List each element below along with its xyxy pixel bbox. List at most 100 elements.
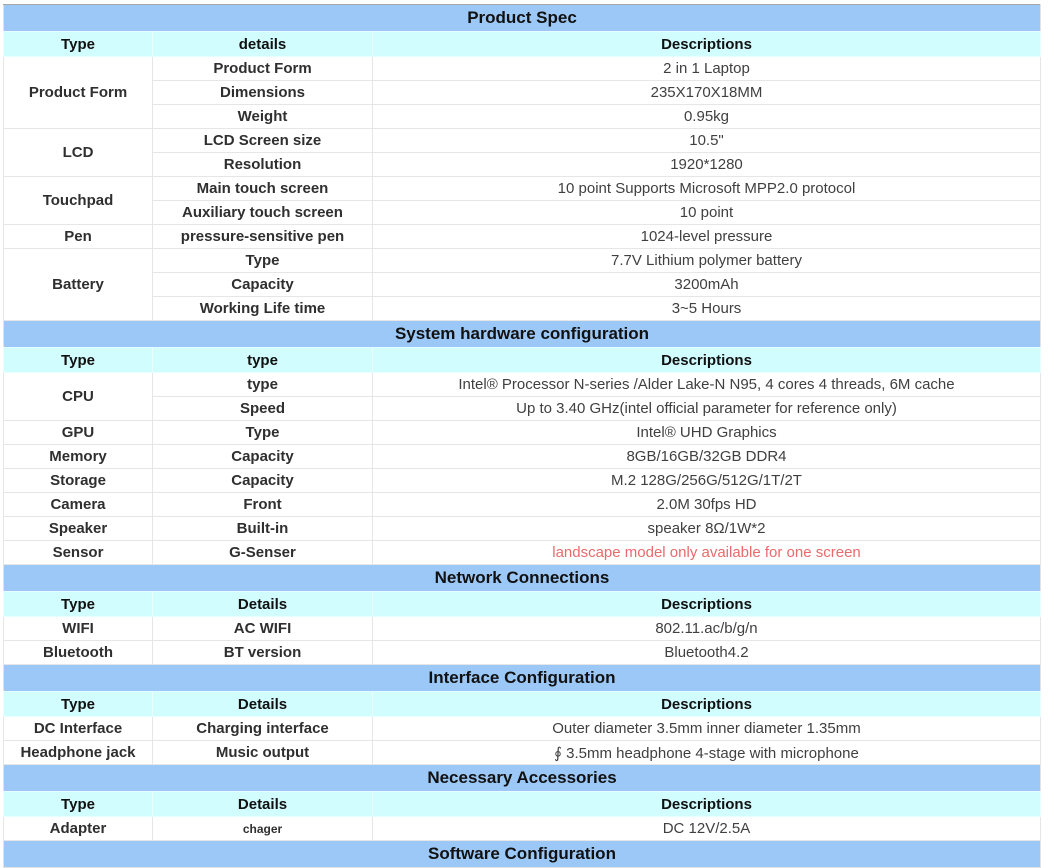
cell-description: 10.5": [372, 128, 1041, 153]
cell-detail: Dimensions: [152, 80, 373, 105]
section-title: System hardware configuration: [3, 320, 1041, 348]
table-row: Headphone jack Music output ∮ 3.5mm head…: [3, 740, 1041, 765]
section-header-system-hardware: System hardware configuration: [3, 320, 1041, 348]
cell-description: 235X170X18MM: [372, 80, 1041, 105]
cell-detail: AC WIFI: [152, 616, 373, 641]
table-row: GPU Type Intel® UHD Graphics: [3, 420, 1041, 445]
cell-description: 3~5 Hours: [372, 296, 1041, 321]
cell-description: 3200mAh: [372, 272, 1041, 297]
table-row: Dimensions 235X170X18MM: [4, 80, 1041, 105]
cell-description: Intel® UHD Graphics: [372, 420, 1041, 445]
column-header-row: Type type Descriptions: [3, 347, 1041, 373]
cell-description: Up to 3.40 GHz(intel official parameter …: [372, 396, 1041, 421]
table-row: Camera Front 2.0M 30fps HD: [3, 492, 1041, 517]
section-header-interface-configuration: Interface Configuration: [3, 664, 1041, 692]
cell-description: Bluetooth4.2: [372, 640, 1041, 665]
column-header-type: Type: [3, 347, 153, 373]
cell-type: Headphone jack: [3, 740, 153, 765]
cell-description: 2.0M 30fps HD: [372, 492, 1041, 517]
table-row: Memory Capacity 8GB/16GB/32GB DDR4: [3, 444, 1041, 469]
cell-type: CPU: [3, 372, 153, 421]
cell-type: Sensor: [3, 540, 153, 565]
cell-detail: Capacity: [152, 444, 373, 469]
cell-detail: pressure-sensitive pen: [152, 224, 373, 249]
cell-description: 0.95kg: [372, 104, 1041, 129]
cell-detail: LCD Screen size: [152, 128, 373, 153]
cell-type: Speaker: [3, 516, 153, 541]
column-header-descriptions: Descriptions: [372, 347, 1041, 373]
cell-description: Intel® Processor N-series /Alder Lake-N …: [372, 372, 1041, 397]
column-header-descriptions: Descriptions: [372, 31, 1041, 57]
table-row: Speed Up to 3.40 GHz(intel official para…: [4, 396, 1041, 421]
table-row: Adapter chager DC 12V/2.5A: [3, 816, 1041, 841]
cell-detail: Capacity: [152, 468, 373, 493]
cell-type: WIFI: [3, 616, 153, 641]
column-header-row: Type Details Descriptions: [3, 791, 1041, 817]
column-header-type: Type: [3, 31, 153, 57]
column-header-detail: details: [152, 31, 373, 57]
cell-detail: Speed: [152, 396, 373, 421]
cell-detail: Product Form: [152, 56, 373, 81]
column-header-descriptions: Descriptions: [372, 591, 1041, 617]
cell-description: DC 12V/2.5A: [372, 816, 1041, 841]
cell-detail: Front: [152, 492, 373, 517]
table-row: Bluetooth BT version Bluetooth4.2: [3, 640, 1041, 665]
cell-description: 802.11.ac/b/g/n: [372, 616, 1041, 641]
cell-detail: chager: [152, 816, 373, 841]
cell-type: Memory: [3, 444, 153, 469]
column-header-type: Type: [3, 691, 153, 717]
cell-detail: Capacity: [152, 272, 373, 297]
cell-type: Bluetooth: [3, 640, 153, 665]
cell-type: LCD: [3, 128, 153, 177]
cell-type: DC Interface: [3, 716, 153, 741]
cell-detail: Main touch screen: [152, 176, 373, 201]
section-title: Network Connections: [3, 564, 1041, 592]
column-header-detail: Details: [152, 591, 373, 617]
cell-detail: type: [152, 372, 373, 397]
section-header-software-configuration: Software Configuration: [3, 840, 1041, 868]
column-header-descriptions: Descriptions: [372, 691, 1041, 717]
cell-type: Camera: [3, 492, 153, 517]
section-header-product-spec: Product Spec: [3, 4, 1041, 32]
table-row: Speaker Built-in speaker 8Ω/1W*2: [3, 516, 1041, 541]
table-row: Working Life time 3~5 Hours: [4, 296, 1041, 321]
cell-type: Storage: [3, 468, 153, 493]
section-title: Product Spec: [3, 4, 1041, 32]
section-header-network-connections: Network Connections: [3, 564, 1041, 592]
table-row: WIFI AC WIFI 802.11.ac/b/g/n: [3, 616, 1041, 641]
table-row: Weight 0.95kg: [4, 104, 1041, 129]
cell-detail: Music output: [152, 740, 373, 765]
cell-description: speaker 8Ω/1W*2: [372, 516, 1041, 541]
cell-detail: G-Senser: [152, 540, 373, 565]
table-row: DC Interface Charging interface Outer di…: [3, 716, 1041, 741]
cell-description: 2 in 1 Laptop: [372, 56, 1041, 81]
cell-description: 1920*1280: [372, 152, 1041, 177]
cell-description-warning: landscape model only available for one s…: [372, 540, 1041, 565]
table-row: Storage Capacity M.2 128G/256G/512G/1T/2…: [3, 468, 1041, 493]
column-header-row: Type Details Descriptions: [3, 691, 1041, 717]
section-title: Interface Configuration: [3, 664, 1041, 692]
column-header-row: Type Details Descriptions: [3, 591, 1041, 617]
cell-description: 8GB/16GB/32GB DDR4: [372, 444, 1041, 469]
cell-description: ∮ 3.5mm headphone 4-stage with microphon…: [372, 740, 1041, 765]
column-header-descriptions: Descriptions: [372, 791, 1041, 817]
cell-description: M.2 128G/256G/512G/1T/2T: [372, 468, 1041, 493]
cell-detail: BT version: [152, 640, 373, 665]
cell-detail: Charging interface: [152, 716, 373, 741]
column-header-type: Type: [3, 791, 153, 817]
section-title: Software Configuration: [3, 840, 1041, 868]
cell-type: Battery: [3, 248, 153, 321]
cell-description: 10 point Supports Microsoft MPP2.0 proto…: [372, 176, 1041, 201]
cell-type: Touchpad: [3, 176, 153, 225]
cell-type: Product Form: [3, 56, 153, 129]
cell-detail: Type: [152, 420, 373, 445]
table-row: Battery Type 7.7V Lithium polymer batter…: [3, 248, 1041, 321]
table-row: Sensor G-Senser landscape model only ava…: [3, 540, 1041, 565]
cell-type: Pen: [3, 224, 153, 249]
cell-type: GPU: [3, 420, 153, 445]
cell-detail: Weight: [152, 104, 373, 129]
table-row: LCD LCD Screen size 10.5": [3, 128, 1041, 177]
product-spec-table-container: Product Spec Type details Descriptions P…: [3, 4, 1041, 868]
cell-description: 1024-level pressure: [372, 224, 1041, 249]
cell-detail: Resolution: [152, 152, 373, 177]
